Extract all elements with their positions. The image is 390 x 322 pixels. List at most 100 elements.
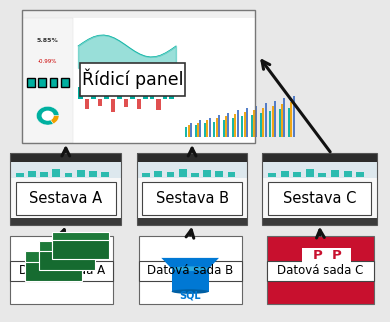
FancyBboxPatch shape bbox=[280, 171, 289, 177]
FancyBboxPatch shape bbox=[172, 269, 209, 291]
FancyBboxPatch shape bbox=[11, 260, 113, 281]
FancyBboxPatch shape bbox=[139, 260, 242, 281]
FancyBboxPatch shape bbox=[185, 127, 187, 137]
FancyBboxPatch shape bbox=[253, 110, 255, 137]
FancyBboxPatch shape bbox=[137, 162, 248, 178]
FancyBboxPatch shape bbox=[293, 172, 301, 177]
FancyBboxPatch shape bbox=[278, 109, 281, 137]
Circle shape bbox=[42, 111, 54, 121]
FancyBboxPatch shape bbox=[11, 236, 113, 304]
FancyBboxPatch shape bbox=[28, 171, 36, 177]
Text: SQL: SQL bbox=[179, 290, 201, 301]
FancyBboxPatch shape bbox=[98, 99, 102, 106]
FancyBboxPatch shape bbox=[156, 99, 161, 110]
FancyBboxPatch shape bbox=[80, 63, 185, 96]
FancyBboxPatch shape bbox=[50, 78, 57, 87]
FancyBboxPatch shape bbox=[237, 110, 239, 137]
Ellipse shape bbox=[172, 289, 209, 294]
FancyBboxPatch shape bbox=[223, 120, 225, 137]
FancyBboxPatch shape bbox=[232, 118, 234, 137]
FancyBboxPatch shape bbox=[89, 171, 97, 177]
FancyBboxPatch shape bbox=[262, 218, 377, 225]
FancyBboxPatch shape bbox=[25, 251, 82, 268]
FancyBboxPatch shape bbox=[111, 99, 115, 112]
FancyBboxPatch shape bbox=[234, 114, 236, 137]
FancyBboxPatch shape bbox=[163, 87, 167, 99]
FancyBboxPatch shape bbox=[271, 106, 274, 137]
FancyBboxPatch shape bbox=[302, 248, 332, 263]
FancyBboxPatch shape bbox=[39, 251, 95, 270]
FancyBboxPatch shape bbox=[262, 162, 377, 178]
FancyBboxPatch shape bbox=[117, 88, 122, 99]
FancyBboxPatch shape bbox=[52, 240, 109, 259]
FancyBboxPatch shape bbox=[169, 90, 174, 99]
FancyBboxPatch shape bbox=[281, 104, 283, 137]
FancyBboxPatch shape bbox=[137, 218, 248, 225]
Text: 5.85%: 5.85% bbox=[37, 38, 58, 43]
FancyBboxPatch shape bbox=[227, 172, 235, 177]
FancyBboxPatch shape bbox=[213, 121, 215, 137]
Text: P: P bbox=[312, 249, 322, 262]
FancyBboxPatch shape bbox=[292, 96, 294, 137]
FancyBboxPatch shape bbox=[267, 260, 374, 281]
FancyBboxPatch shape bbox=[39, 242, 95, 258]
Wedge shape bbox=[48, 116, 59, 124]
FancyBboxPatch shape bbox=[203, 170, 211, 177]
FancyBboxPatch shape bbox=[22, 18, 255, 143]
FancyBboxPatch shape bbox=[16, 173, 24, 177]
FancyBboxPatch shape bbox=[262, 162, 377, 218]
FancyBboxPatch shape bbox=[227, 113, 229, 137]
FancyBboxPatch shape bbox=[244, 112, 246, 137]
FancyBboxPatch shape bbox=[61, 78, 69, 87]
FancyBboxPatch shape bbox=[262, 153, 377, 162]
FancyBboxPatch shape bbox=[91, 84, 96, 99]
FancyBboxPatch shape bbox=[142, 173, 150, 177]
FancyBboxPatch shape bbox=[154, 171, 162, 177]
FancyBboxPatch shape bbox=[225, 116, 227, 137]
Text: Sestava A: Sestava A bbox=[29, 191, 102, 206]
FancyBboxPatch shape bbox=[11, 153, 121, 162]
Text: -0.99%: -0.99% bbox=[38, 59, 57, 64]
FancyBboxPatch shape bbox=[241, 116, 243, 137]
FancyBboxPatch shape bbox=[124, 99, 128, 107]
Text: P: P bbox=[332, 249, 341, 262]
FancyBboxPatch shape bbox=[199, 120, 201, 137]
FancyBboxPatch shape bbox=[269, 111, 271, 137]
FancyBboxPatch shape bbox=[78, 87, 83, 99]
FancyBboxPatch shape bbox=[267, 236, 374, 304]
FancyBboxPatch shape bbox=[318, 173, 326, 177]
FancyBboxPatch shape bbox=[85, 99, 89, 109]
FancyBboxPatch shape bbox=[306, 169, 314, 177]
FancyBboxPatch shape bbox=[274, 101, 276, 137]
FancyBboxPatch shape bbox=[22, 18, 73, 143]
FancyBboxPatch shape bbox=[206, 120, 208, 137]
FancyBboxPatch shape bbox=[195, 125, 197, 137]
FancyBboxPatch shape bbox=[11, 162, 121, 178]
FancyBboxPatch shape bbox=[104, 90, 109, 99]
FancyBboxPatch shape bbox=[197, 123, 199, 137]
FancyBboxPatch shape bbox=[215, 171, 223, 177]
FancyBboxPatch shape bbox=[260, 113, 262, 137]
FancyBboxPatch shape bbox=[188, 125, 190, 137]
FancyBboxPatch shape bbox=[39, 78, 46, 87]
FancyBboxPatch shape bbox=[16, 182, 115, 215]
FancyBboxPatch shape bbox=[137, 99, 141, 109]
FancyBboxPatch shape bbox=[209, 118, 211, 137]
FancyBboxPatch shape bbox=[179, 169, 186, 177]
Text: Sestava C: Sestava C bbox=[283, 191, 356, 206]
FancyBboxPatch shape bbox=[268, 173, 276, 177]
FancyBboxPatch shape bbox=[204, 123, 206, 137]
FancyBboxPatch shape bbox=[288, 108, 290, 137]
FancyBboxPatch shape bbox=[190, 123, 192, 137]
FancyBboxPatch shape bbox=[268, 182, 371, 215]
FancyBboxPatch shape bbox=[27, 78, 35, 87]
FancyBboxPatch shape bbox=[246, 108, 248, 137]
FancyBboxPatch shape bbox=[216, 118, 218, 137]
FancyBboxPatch shape bbox=[262, 108, 264, 137]
Text: Datová sada C: Datová sada C bbox=[277, 264, 363, 277]
FancyBboxPatch shape bbox=[344, 171, 352, 177]
Wedge shape bbox=[36, 106, 59, 125]
Text: Sestava B: Sestava B bbox=[156, 191, 229, 206]
FancyBboxPatch shape bbox=[321, 248, 351, 263]
Text: Datová sada B: Datová sada B bbox=[147, 264, 233, 277]
